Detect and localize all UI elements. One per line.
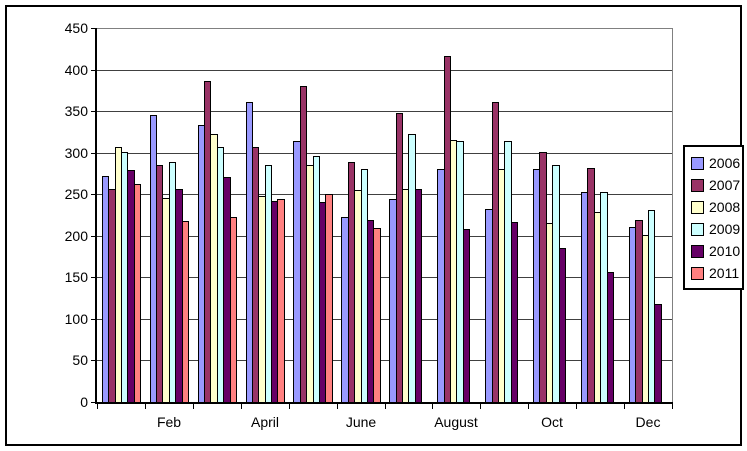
x-axis-tick-9 — [528, 404, 529, 409]
y-axis-label-150: 150 — [64, 269, 88, 285]
y-axis-label-300: 300 — [64, 145, 88, 161]
bar-2011-Jun — [373, 228, 381, 403]
legend-label-2009: 2009 — [709, 221, 741, 237]
legend-swatch-2007 — [691, 178, 704, 192]
bar-2010-Sep — [510, 222, 519, 403]
legend-item-2009: 2009 — [691, 218, 742, 240]
y-axis-label-50: 50 — [72, 352, 88, 368]
gridline-400 — [97, 70, 672, 71]
y-axis-tick-450 — [91, 28, 96, 29]
x-axis-tick-11 — [624, 404, 625, 409]
legend-item-2008: 2008 — [691, 196, 742, 218]
legend-item-2007: 2007 — [691, 174, 742, 196]
x-axis-label-Dec: Dec — [635, 414, 661, 430]
bar-2011-Apr — [277, 199, 285, 403]
y-axis-tick-0 — [91, 402, 96, 403]
gridline-350 — [97, 111, 672, 112]
x-axis-line — [95, 402, 673, 404]
legend-label-2008: 2008 — [709, 199, 741, 215]
legend-label-2007: 2007 — [709, 177, 741, 193]
legend-label-2010: 2010 — [709, 243, 741, 259]
y-axis-tick-100 — [91, 319, 96, 320]
y-axis-tick-50 — [91, 360, 96, 361]
legend-item-2010: 2010 — [691, 240, 742, 262]
gridline-200 — [97, 236, 672, 237]
bar-2010-Oct — [558, 248, 566, 403]
y-axis-label-350: 350 — [64, 103, 88, 119]
y-axis-tick-200 — [91, 236, 96, 237]
x-axis-label-June: June — [345, 414, 377, 430]
legend-swatch-2011 — [691, 266, 704, 280]
x-axis-tick-12 — [672, 404, 673, 409]
x-axis-tick-10 — [576, 404, 577, 409]
x-axis-tick-5 — [337, 404, 338, 409]
legend-swatch-2010 — [691, 244, 704, 258]
legend-swatch-2009 — [691, 222, 704, 236]
legend-item-2011: 2011 — [691, 262, 742, 284]
gridline-100 — [97, 319, 672, 320]
x-axis-label-April: April — [250, 414, 279, 430]
legend-label-2011: 2011 — [709, 265, 740, 281]
bar-2010-Jul — [414, 189, 423, 403]
y-axis-label-400: 400 — [64, 62, 88, 78]
x-axis-tick-2 — [193, 404, 194, 409]
y-axis-tick-350 — [91, 111, 96, 112]
x-axis-tick-7 — [432, 404, 433, 409]
y-axis-label-450: 450 — [64, 20, 88, 36]
y-axis-tick-250 — [91, 194, 96, 195]
bar-2011-Jan — [133, 184, 142, 403]
bar-2010-Dec — [654, 304, 662, 403]
gridline-50 — [97, 360, 672, 361]
bar-2011-Mar — [229, 217, 237, 403]
y-axis-line — [95, 28, 97, 404]
bar-2011-May — [325, 194, 333, 403]
gridline-250 — [97, 194, 672, 195]
x-axis-tick-4 — [289, 404, 290, 409]
legend-label-2006: 2006 — [709, 155, 741, 171]
x-axis-label-August: August — [434, 414, 478, 430]
x-axis-label-Oct: Oct — [541, 414, 563, 430]
x-axis-tick-3 — [241, 404, 242, 409]
legend-item-2006: 2006 — [691, 152, 742, 174]
x-axis-tick-8 — [480, 404, 481, 409]
legend-swatch-2008 — [691, 200, 704, 214]
y-axis-label-0: 0 — [80, 394, 88, 410]
plot-area — [97, 28, 673, 403]
gridline-300 — [97, 153, 672, 154]
x-axis-tick-0 — [97, 404, 98, 409]
y-axis-tick-300 — [91, 153, 96, 154]
bar-2010-Nov — [606, 272, 614, 403]
x-axis-tick-1 — [145, 404, 146, 409]
bar-2010-Aug — [462, 229, 471, 403]
bar-2011-Feb — [181, 221, 190, 403]
legend: 2006 2007 2008 2009 2010 2011 — [683, 145, 744, 290]
x-axis-label-Feb: Feb — [156, 414, 182, 430]
y-axis-tick-400 — [91, 70, 96, 71]
gridline-150 — [97, 277, 672, 278]
y-axis-tick-150 — [91, 277, 96, 278]
y-axis-label-250: 250 — [64, 186, 88, 202]
y-axis-label-200: 200 — [64, 228, 88, 244]
x-axis-tick-6 — [385, 404, 386, 409]
y-axis-label-100: 100 — [64, 311, 88, 327]
legend-swatch-2006 — [691, 156, 704, 170]
